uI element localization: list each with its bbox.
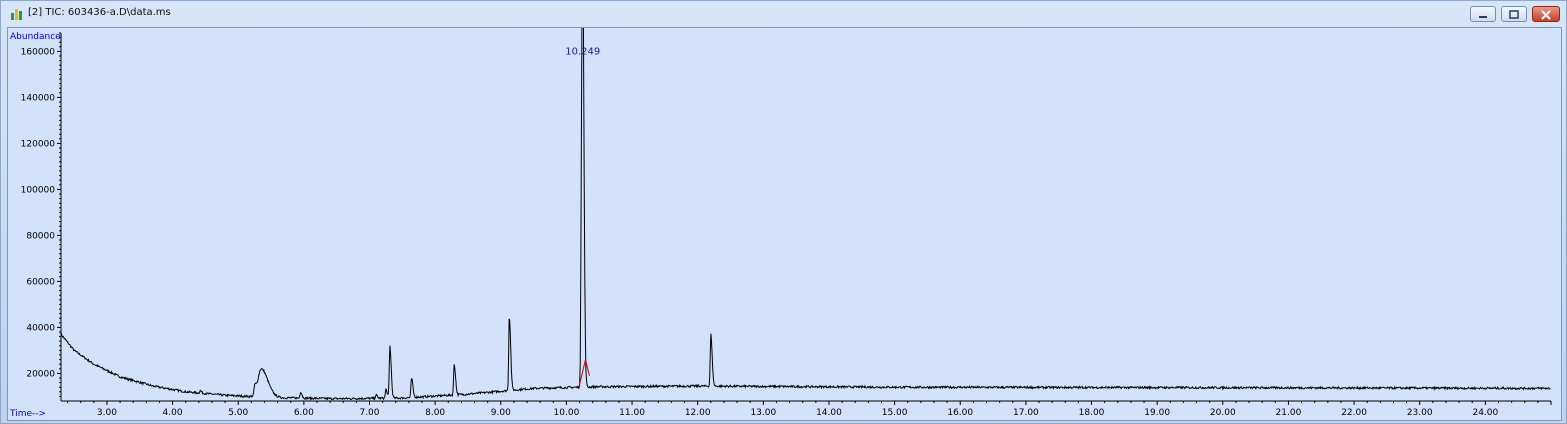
plot-area[interactable]: Abundance Time--> 20000 40000 60000 80000 10… <box>7 0 1562 421</box>
y-tick-label: 40000 <box>26 323 55 333</box>
x-tick-label: 18.00 <box>1079 408 1105 418</box>
x-tick-label: 17.00 <box>1013 408 1039 418</box>
y-axis-label: Abundance <box>10 32 61 42</box>
y-tick-label: 120000 <box>21 139 56 149</box>
x-tick-label: 4.00 <box>163 408 183 418</box>
x-tick-label: 7.00 <box>359 408 379 418</box>
y-tick-label: 80000 <box>26 231 55 241</box>
y-tick-label: 60000 <box>26 277 55 287</box>
title-bar[interactable]: [2] TIC: 603436-a.D\data.ms <box>1 1 1566 27</box>
y-tick-label: 20000 <box>26 369 55 379</box>
minimize-button[interactable] <box>1470 6 1496 22</box>
x-tick-label: 15.00 <box>882 408 908 418</box>
x-tick-label: 11.00 <box>619 408 645 418</box>
chromatogram-chart: Abundance Time--> 20000 40000 60000 80000 10… <box>9 0 1552 419</box>
x-tick-label: 23.00 <box>1407 408 1433 418</box>
maximize-icon <box>1509 10 1519 19</box>
x-tick-label: 16.00 <box>947 408 973 418</box>
x-axis-label: Time--> <box>9 409 46 419</box>
x-tick-label: 19.00 <box>1144 408 1170 418</box>
minimize-icon <box>1479 16 1487 18</box>
x-tick-label: 12.00 <box>685 408 711 418</box>
close-icon <box>1541 10 1551 20</box>
x-tick-label: 3.00 <box>97 408 117 418</box>
y-tick-label: 140000 <box>21 93 56 103</box>
x-tick-label: 6.00 <box>294 408 314 418</box>
x-tick-label: 9.00 <box>491 408 511 418</box>
peak-label: 10.249 <box>565 46 600 57</box>
x-tick-label: 20.00 <box>1210 408 1236 418</box>
tic-trace <box>60 0 1551 401</box>
trace-group <box>60 0 1551 401</box>
x-tick-label: 21.00 <box>1276 408 1302 418</box>
tick-marks: 20000 40000 60000 80000 100000 120000 140000 16… <box>21 32 1552 418</box>
axes <box>60 33 1551 402</box>
x-tick-label: 22.00 <box>1341 408 1367 418</box>
x-tick-label: 10.00 <box>554 408 580 418</box>
peak-labels: 10.249 <box>565 46 600 57</box>
close-button[interactable] <box>1532 6 1560 22</box>
maximize-button[interactable] <box>1501 6 1527 22</box>
chromatogram-icon <box>11 9 22 20</box>
x-tick-label: 8.00 <box>425 408 445 418</box>
y-tick-label: 100000 <box>21 185 56 195</box>
x-tick-label: 13.00 <box>750 408 776 418</box>
x-tick-label: 14.00 <box>816 408 842 418</box>
integration-baseline <box>578 359 590 388</box>
window-title: [2] TIC: 603436-a.D\data.ms <box>28 7 171 18</box>
x-tick-label: 24.00 <box>1472 408 1498 418</box>
y-tick-label: 160000 <box>21 47 56 57</box>
x-tick-label: 5.00 <box>228 408 248 418</box>
